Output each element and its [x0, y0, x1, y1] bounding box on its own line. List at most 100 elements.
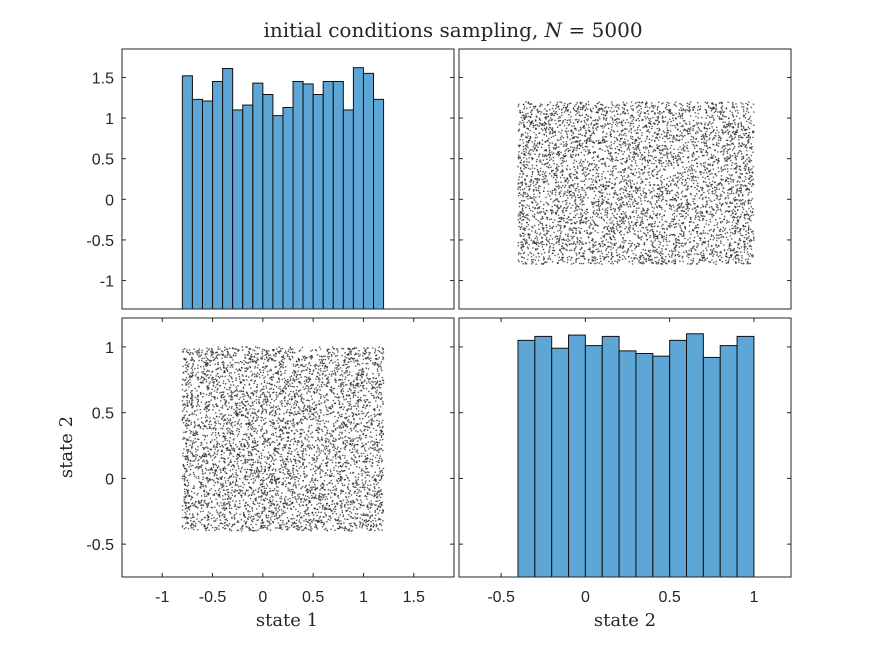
scatter-point — [741, 173, 743, 175]
scatter-point — [602, 240, 604, 242]
scatter-point — [743, 134, 746, 137]
scatter-point — [625, 196, 628, 199]
scatter-point — [633, 243, 636, 246]
scatter-point — [670, 144, 673, 147]
scatter-point — [572, 141, 574, 143]
scatter-point — [732, 208, 735, 211]
scatter-point — [538, 156, 540, 158]
scatter-point — [606, 146, 609, 148]
scatter-point — [688, 156, 690, 158]
scatter-point — [628, 260, 630, 263]
scatter-point — [660, 176, 662, 178]
scatter-point — [743, 245, 746, 247]
scatter-point — [615, 167, 617, 170]
scatter-point — [526, 174, 528, 177]
scatter-point — [579, 108, 582, 111]
scatter-point — [611, 158, 613, 160]
scatter-point — [657, 115, 660, 118]
scatter-point — [718, 245, 720, 247]
scatter-point — [688, 178, 691, 180]
scatter-point — [566, 103, 569, 106]
scatter-point — [616, 130, 619, 132]
scatter-point — [748, 189, 751, 191]
scatter-point — [688, 230, 691, 233]
scatter-point — [592, 259, 594, 262]
scatter-point — [696, 230, 699, 233]
scatter-point — [579, 239, 581, 242]
scatter-point — [611, 147, 613, 150]
scatter-point — [568, 219, 570, 221]
scatter-point — [532, 254, 535, 256]
scatter-point — [705, 204, 707, 206]
scatter-point — [517, 186, 520, 189]
scatter-point — [541, 173, 544, 176]
scatter-point — [629, 179, 631, 181]
scatter-point — [607, 241, 609, 243]
scatter-point — [576, 257, 578, 260]
scatter-point — [623, 222, 625, 225]
scatter-point — [539, 222, 542, 224]
scatter-point — [568, 255, 571, 258]
scatter-point — [697, 117, 700, 119]
scatter-point — [681, 235, 683, 237]
scatter-point — [588, 233, 590, 236]
scatter-point — [670, 249, 673, 252]
scatter-point — [554, 134, 557, 136]
scatter-point — [623, 256, 626, 258]
scatter-point — [538, 195, 541, 198]
scatter-point — [570, 155, 572, 157]
scatter-point — [727, 206, 730, 208]
scatter-point — [523, 168, 525, 170]
scatter-point — [528, 188, 531, 191]
scatter-point — [681, 215, 684, 217]
scatter-point — [570, 134, 573, 137]
scatter-point — [594, 223, 596, 225]
scatter-point — [692, 200, 695, 203]
scatter-point — [660, 257, 663, 259]
scatter-point — [738, 258, 740, 261]
scatter-point — [628, 166, 630, 168]
scatter-point — [684, 134, 686, 137]
scatter-point — [669, 207, 671, 210]
scatter-point — [668, 234, 671, 237]
scatter-point — [672, 175, 675, 177]
scatter-point — [518, 151, 520, 153]
scatter-point — [686, 255, 688, 257]
scatter-point — [578, 140, 580, 143]
scatter-point — [684, 237, 686, 240]
scatter-point — [690, 259, 692, 261]
scatter-point — [728, 259, 730, 261]
scatter-point — [633, 116, 635, 119]
scatter-point — [734, 133, 736, 136]
scatter-point — [687, 256, 690, 259]
scatter-point — [732, 192, 735, 195]
scatter-point — [615, 165, 617, 167]
scatter-point — [598, 116, 600, 118]
scatter-point — [743, 143, 745, 146]
scatter-point — [609, 236, 611, 238]
scatter-point — [686, 207, 689, 209]
scatter-point — [725, 164, 727, 166]
scatter-point — [747, 258, 749, 260]
scatter-point — [534, 136, 537, 139]
scatter-point — [634, 200, 637, 202]
scatter-point — [567, 240, 569, 243]
scatter-point — [566, 177, 568, 180]
scatter-point — [655, 263, 658, 265]
scatter-point — [731, 221, 734, 223]
scatter-point — [558, 207, 561, 209]
scatter-point — [586, 216, 588, 219]
scatter-point — [724, 201, 727, 204]
scatter-point — [553, 110, 555, 112]
scatter-point — [570, 263, 573, 265]
scatter-point — [721, 109, 724, 111]
scatter-point — [637, 187, 640, 190]
scatter-point — [535, 235, 538, 238]
scatter-point — [681, 209, 683, 212]
scatter-point — [652, 104, 655, 107]
scatter-point — [522, 209, 524, 212]
scatter-point — [627, 180, 630, 182]
scatter-point — [680, 213, 683, 215]
scatter-point — [529, 180, 531, 183]
scatter-point — [625, 216, 628, 218]
